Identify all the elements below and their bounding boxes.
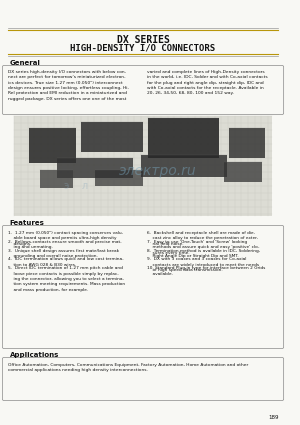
Bar: [229, 128, 265, 158]
Text: 8.  Termination method is available in IDC, Soldering,
    Right Angle Dip or St: 8. Termination method is available in ID…: [147, 249, 260, 258]
Text: 7.  Easy to use 'One-Touch' and 'Screw' looking
    methods and assure quick and: 7. Easy to use 'One-Touch' and 'Screw' l…: [147, 240, 259, 255]
Bar: [224, 162, 262, 182]
Text: э    л: э л: [64, 181, 88, 191]
Text: General: General: [10, 60, 40, 66]
Bar: [95, 170, 143, 186]
Bar: [81, 122, 143, 152]
FancyBboxPatch shape: [2, 65, 284, 114]
Bar: [28, 128, 76, 163]
Text: Applications: Applications: [10, 352, 59, 358]
Text: 5.  Direct IDC termination of 1.27 mm pitch cable and
    loose piece contacts i: 5. Direct IDC termination of 1.27 mm pit…: [8, 266, 125, 292]
Text: 189: 189: [268, 415, 278, 420]
Text: 2.  Bellows-contacts ensure smooth and precise mat-
    ing and unmating.: 2. Bellows-contacts ensure smooth and pr…: [8, 240, 121, 249]
Bar: [14, 116, 272, 216]
Text: 4.  IDC termination allows quick and low cost termina-
    tion to AWG 028 & B30: 4. IDC termination allows quick and low …: [8, 258, 123, 267]
Bar: [40, 170, 74, 188]
Text: DX SERIES: DX SERIES: [117, 35, 170, 45]
Text: Features: Features: [10, 220, 44, 226]
FancyBboxPatch shape: [2, 226, 284, 348]
Bar: [141, 155, 227, 177]
Text: 9.  DX with 3 coaxes and 3 coaxes for Co-axial
    contacts are widely introduce: 9. DX with 3 coaxes and 3 coaxes for Co-…: [147, 258, 259, 272]
Bar: [57, 158, 134, 178]
Text: 10. Standard Plug-in type for interface between 2 Grids
    available.: 10. Standard Plug-in type for interface …: [147, 266, 265, 275]
Text: 1.  1.27 mm (0.050") contact spacing conserves valu-
    able board space and pe: 1. 1.27 mm (0.050") contact spacing cons…: [8, 231, 123, 246]
Text: электро.ru: электро.ru: [118, 164, 196, 178]
Text: DX series high-density I/O connectors with below con-
nect are perfect for tomor: DX series high-density I/O connectors wi…: [8, 70, 129, 101]
FancyBboxPatch shape: [2, 357, 284, 400]
Bar: [148, 118, 219, 158]
Text: Office Automation, Computers, Communications Equipment, Factory Automation, Home: Office Automation, Computers, Communicat…: [8, 363, 248, 372]
Text: varied and complete lines of High-Density connectors
in the world, i.e. IDC, Sol: varied and complete lines of High-Densit…: [147, 70, 268, 95]
Text: HIGH-DENSITY I/O CONNECTORS: HIGH-DENSITY I/O CONNECTORS: [70, 43, 216, 52]
Text: 6.  Backshell and receptacle shell are made of die-
    cast zinc alloy to reduc: 6. Backshell and receptacle shell are ma…: [147, 231, 258, 246]
Text: 3.  Unique shell design assures first mate/last break
    grounding and overall : 3. Unique shell design assures first mat…: [8, 249, 119, 258]
